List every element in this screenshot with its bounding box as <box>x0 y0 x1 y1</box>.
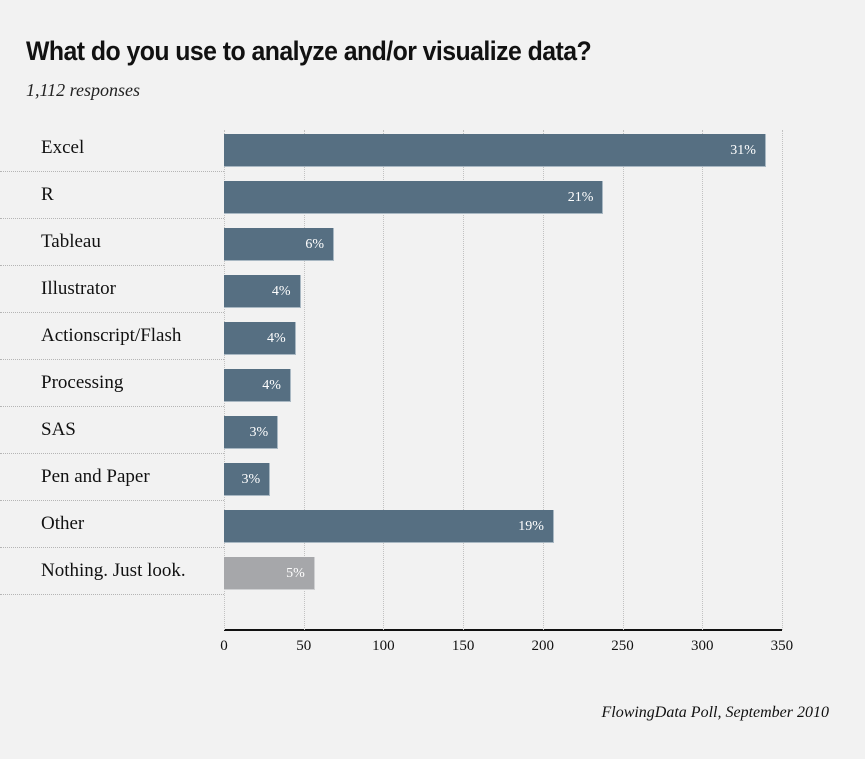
row-separator <box>0 312 224 313</box>
category-label: Nothing. Just look. <box>41 560 186 581</box>
category-label: R <box>41 184 54 205</box>
row-separator <box>0 453 224 454</box>
bar: 3% <box>224 463 271 496</box>
row-separator <box>0 218 224 219</box>
gridline <box>463 130 465 630</box>
category-label: SAS <box>41 419 76 440</box>
gridline <box>303 130 305 630</box>
category-label: Excel <box>41 137 85 158</box>
gridline <box>542 130 544 630</box>
x-tick-label: 250 <box>611 638 634 654</box>
gridline <box>781 130 783 630</box>
x-tick-label: 150 <box>451 638 475 654</box>
gridline <box>702 130 704 630</box>
bar: 3% <box>224 416 279 449</box>
bar-value-label: 4% <box>271 284 291 299</box>
bar-value-label: 4% <box>267 331 286 346</box>
x-axis-line <box>224 629 782 631</box>
row-separator <box>0 594 224 595</box>
chart-title: What do you use to analyze and/or visual… <box>26 36 592 66</box>
bar: 4% <box>224 275 301 308</box>
bar: 4% <box>224 369 291 402</box>
x-tick-label: 50 <box>296 638 312 654</box>
chart-subtitle: 1,112 responses <box>26 80 140 100</box>
category-label: Processing <box>41 372 124 393</box>
row-separator <box>0 265 224 266</box>
category-label: Tableau <box>41 231 101 252</box>
gridline <box>383 130 385 630</box>
category-label: Actionscript/Flash <box>41 325 182 346</box>
category-label: Illustrator <box>41 278 116 299</box>
bar-value-label: 21% <box>567 190 594 205</box>
bar: 19% <box>224 510 554 543</box>
x-tick-label: 350 <box>770 638 794 654</box>
row-separator <box>0 406 224 407</box>
bar-value-label: 3% <box>249 425 269 440</box>
row-separator <box>0 171 224 172</box>
bar: 5% <box>224 557 315 590</box>
gridline <box>622 130 624 630</box>
x-tick-label: 300 <box>690 638 714 654</box>
bar-value-label: 5% <box>286 566 305 581</box>
row-separator <box>0 547 224 548</box>
bar-value-label: 4% <box>262 378 281 393</box>
bar-value-label: 19% <box>518 519 544 534</box>
category-label: Other <box>41 513 85 534</box>
category-label: Pen and Paper <box>41 466 150 487</box>
bar: 4% <box>224 322 296 355</box>
x-tick-label: 100 <box>372 638 395 654</box>
bar-value-label: 6% <box>305 237 324 252</box>
source-note: FlowingData Poll, September 2010 <box>601 704 829 721</box>
x-tick-label: 0 <box>220 638 228 654</box>
x-tick-label: 200 <box>531 638 555 654</box>
bar-value-label: 31% <box>730 143 756 158</box>
bar: 31% <box>224 134 766 167</box>
bar-value-label: 3% <box>241 472 261 487</box>
bar: 21% <box>224 181 604 214</box>
bar: 6% <box>224 228 334 261</box>
row-separator <box>0 359 224 360</box>
row-separator <box>0 500 224 501</box>
